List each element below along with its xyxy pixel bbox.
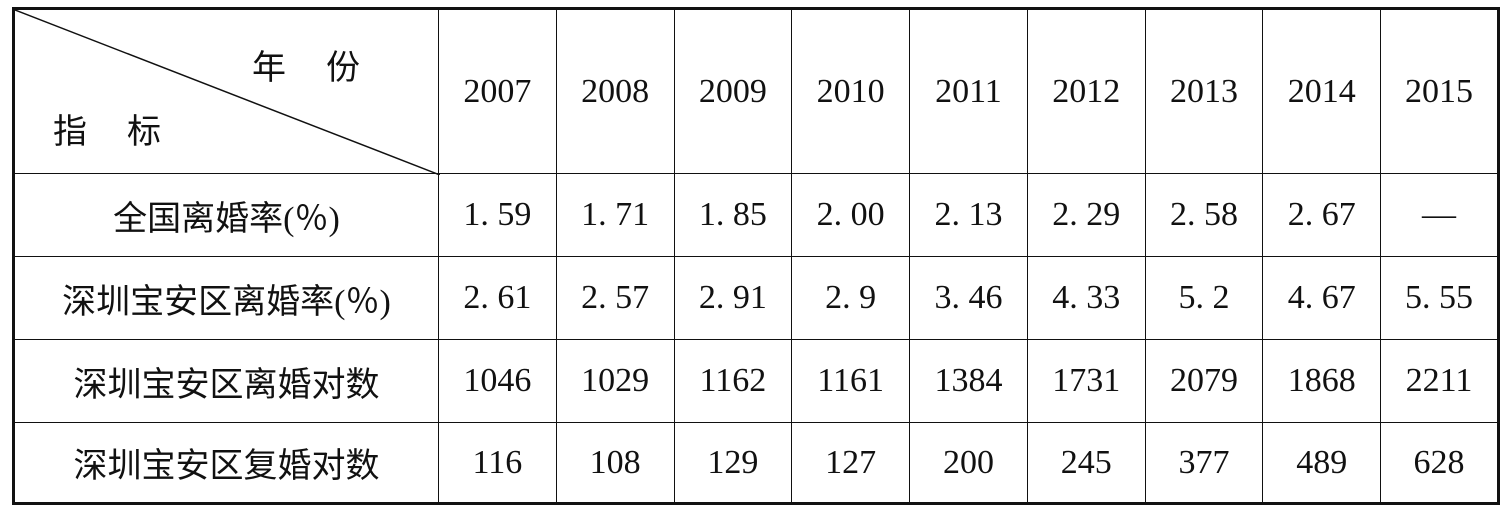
value-cell: 2. 29 [1026, 173, 1146, 257]
value-cell: 108 [555, 422, 675, 504]
data-row: 深圳宝安区离婚率(％) 2. 61 2. 57 2. 91 2. 9 3. 46 4. 33… [13, 256, 1499, 340]
value-cell: 1731 [1026, 339, 1146, 423]
value-cell: 2. 91 [673, 256, 793, 340]
row-label-cell: 深圳宝安区离婚对数 [13, 339, 439, 423]
value-cell: 2. 58 [1144, 173, 1264, 257]
value-cell: 4. 33 [1026, 256, 1146, 340]
diagonal [15, 10, 440, 175]
year-header: 2015 [1380, 8, 1499, 174]
value-cell: 2. 13 [909, 173, 1028, 257]
year-header: 2013 [1144, 8, 1264, 174]
value-cell: — [1380, 173, 1499, 257]
value-cell: 1046 [438, 339, 557, 423]
header-row: 年份 指标 2007 2008 2009 2010 2011 2012 2013 2014 2015 [13, 8, 1499, 175]
row-label-cell: 深圳宝安区离婚率(％) [13, 256, 439, 340]
value-cell: 1. 71 [555, 173, 675, 257]
value-cell: 1029 [555, 339, 675, 423]
value-cell: 245 [1026, 422, 1146, 504]
value-cell: 377 [1144, 422, 1264, 504]
value-cell: 116 [438, 422, 557, 504]
value-cell: 1. 85 [673, 173, 793, 257]
data-row: 深圳宝安区离婚对数 1046 1029 1162 1161 1384 1731 2079 186… [13, 339, 1499, 423]
year-header: 2010 [791, 8, 911, 174]
value-cell: 5. 55 [1380, 256, 1499, 340]
value-cell: 2211 [1380, 339, 1499, 423]
value-cell: 1868 [1262, 339, 1382, 423]
value-cell: 489 [1262, 422, 1382, 504]
data-table: 年份 指标 2007 2008 2009 2010 2011 2012 2013 2014 2015… [12, 7, 1500, 505]
value-cell: 2. 61 [438, 256, 557, 340]
value-cell: 2. 57 [555, 256, 675, 340]
value-cell: 2. 9 [791, 256, 911, 340]
value-cell: 129 [673, 422, 793, 504]
value-cell: 1. 59 [438, 173, 557, 257]
row-label: 指标 [53, 114, 201, 151]
data-row: 深圳宝安区复婚对数 116 108 129 127 200 245 377 489 628 [13, 422, 1499, 504]
value-cell: 628 [1380, 422, 1499, 504]
year-header: 2007 [438, 8, 557, 174]
value-cell: 127 [791, 422, 911, 504]
year-header: 2008 [555, 8, 675, 174]
column-label: 年份 [252, 50, 400, 87]
value-cell: 5. 2 [1144, 256, 1264, 340]
value-cell: 3. 46 [909, 256, 1028, 340]
value-cell: 200 [909, 422, 1028, 504]
row-label-cell: 深圳宝安区复婚对数 [13, 422, 439, 504]
year-header: 2014 [1262, 8, 1382, 174]
row-label-cell: 全国离婚率(％) [13, 173, 439, 257]
year-header: 2009 [673, 8, 793, 174]
data-row: 全国离婚率(％) 1. 59 1. 71 1. 85 2. 00 2. 13 2. 29 2.… [13, 173, 1499, 257]
corner-cell: 年份指标 [13, 8, 440, 175]
value-cell: 1384 [909, 339, 1028, 423]
value-cell: 2079 [1144, 339, 1264, 423]
value-cell: 1162 [673, 339, 793, 423]
value-cell: 4. 67 [1262, 256, 1382, 340]
year-header: 2011 [909, 8, 1028, 174]
value-cell: 1161 [791, 339, 911, 423]
value-cell: 2. 00 [791, 173, 911, 257]
year-header: 2012 [1026, 8, 1146, 174]
diagonal-line [15, 10, 440, 175]
value-cell: 2. 67 [1262, 173, 1382, 257]
